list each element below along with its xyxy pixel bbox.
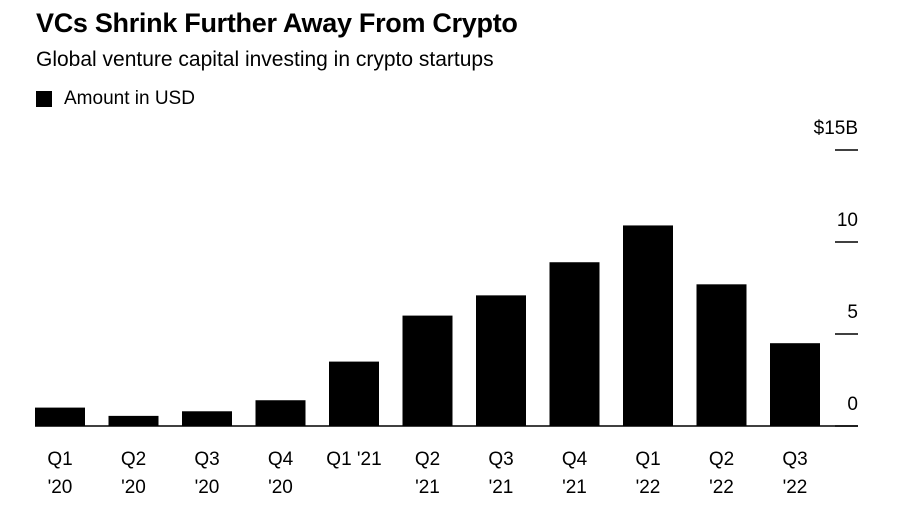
y-tick-label: 0 [847,394,858,415]
bar [402,315,453,426]
bar [329,361,379,426]
y-tick-label: 5 [847,302,858,323]
y-tick-label: 10 [836,210,858,231]
x-tick-label: Q3 '21 [488,449,514,498]
x-tick-label: Q2 '21 [414,449,441,498]
bar [255,400,306,426]
x-tick-label: Q1 '21 [326,449,382,470]
x-tick-label: Q4 '20 [267,449,294,498]
x-tick-label: Q3 '20 [194,449,220,498]
x-tick-label: Q1 '22 [635,449,661,498]
x-tick-label: Q3 '22 [782,449,808,498]
x-tick-label: Q2 '22 [708,449,735,498]
legend-label: Amount in USD [64,88,195,109]
bar [623,225,673,426]
chart-title: VCs Shrink Further Away From Crypto [36,8,518,38]
bar [549,262,600,426]
legend: Amount in USD [36,88,195,110]
x-tick-label: Q1 '20 [47,449,73,498]
chart-subtitle: Global venture capital investing in cryp… [36,48,494,71]
bar [35,407,85,426]
bar [770,343,820,426]
bar [476,295,526,426]
bar [108,415,159,426]
bar [696,284,747,426]
x-tick-label: Q2 '20 [120,449,147,498]
legend-swatch [36,91,52,107]
bar [182,411,232,426]
x-tick-label: Q4 '21 [561,449,588,498]
y-tick-label: $15B [813,118,858,139]
